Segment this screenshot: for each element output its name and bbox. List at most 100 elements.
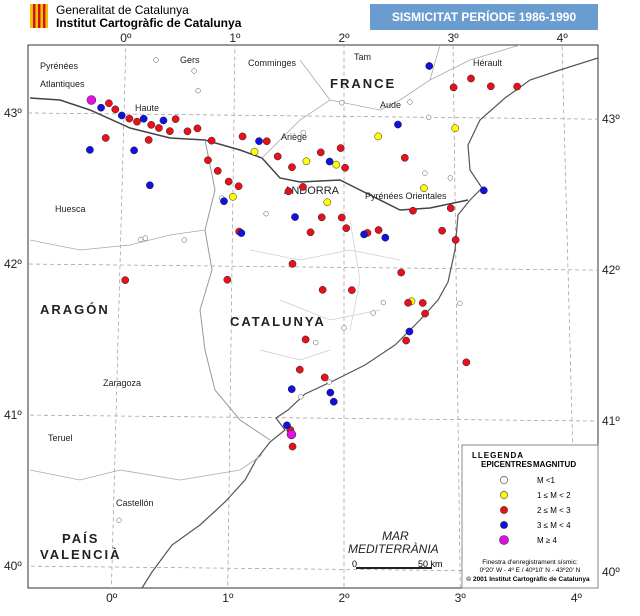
epicentre xyxy=(449,83,458,92)
epicentre xyxy=(374,226,383,234)
epicentre xyxy=(153,57,159,63)
region-label: ANDORRA xyxy=(284,185,340,197)
epicentre xyxy=(288,259,297,268)
epicentre xyxy=(224,177,233,186)
epicentre xyxy=(342,224,351,233)
epicentre xyxy=(317,213,326,222)
lon-tick-label: 2º xyxy=(338,591,350,605)
basemap xyxy=(29,45,598,588)
lat-tick-label: 42º xyxy=(602,263,620,277)
legend: M <1 1 ≤ M < 2 2 ≤ M < 3 3 ≤ M < 4 M ≥ 4 xyxy=(499,476,571,545)
epicentre xyxy=(291,213,299,221)
lon-tick-label: 3º xyxy=(448,31,460,45)
legend-header: EPICENTRES xyxy=(481,460,533,469)
epicentre xyxy=(295,365,304,374)
epicentre xyxy=(421,309,429,318)
org-name: Generalitat de Catalunya xyxy=(56,3,189,17)
epicentre xyxy=(313,339,319,346)
epicentre xyxy=(288,163,296,172)
epicentre xyxy=(133,117,141,126)
epicentre xyxy=(116,517,122,523)
epicentre xyxy=(467,74,475,83)
epicentre xyxy=(130,146,138,155)
copyright: © 2001 Institut Cartogràfic de Catalunya xyxy=(466,575,590,583)
epicentre xyxy=(326,388,335,397)
epicentre xyxy=(287,385,296,394)
epicentre xyxy=(117,111,126,120)
epicentre xyxy=(422,170,428,176)
lon-tick-label: 1º xyxy=(222,591,234,605)
epicentre xyxy=(348,286,356,294)
legend-swatch xyxy=(500,491,508,499)
lat-tick-label: 40º xyxy=(602,565,620,579)
epicentre xyxy=(273,152,282,161)
epicentre xyxy=(394,120,402,129)
title-box xyxy=(370,4,598,30)
sea-label: MAR xyxy=(382,529,409,543)
epicentre xyxy=(326,379,332,385)
epicentre xyxy=(447,175,454,181)
legend-label: 3 ≤ M < 4 xyxy=(537,521,571,530)
grid-line xyxy=(111,45,127,588)
epicentre xyxy=(462,358,471,367)
epicentre xyxy=(284,187,293,196)
epicentre xyxy=(255,137,263,145)
epicentre xyxy=(220,197,228,206)
epicentre xyxy=(360,230,368,239)
region-label: FRANCE xyxy=(330,76,396,91)
legend-swatch xyxy=(500,476,508,484)
epicentre xyxy=(404,298,412,307)
epicentre xyxy=(339,100,345,106)
epicentre xyxy=(336,144,345,152)
epicentre xyxy=(86,146,94,154)
region-label: CATALUNYA xyxy=(230,314,326,329)
place-label: Huesca xyxy=(55,204,86,214)
title: SISMICITAT PERÍODE 1986-1990 xyxy=(392,9,577,24)
lat-tick-label: 40º xyxy=(4,559,22,573)
legend-swatch xyxy=(500,521,508,529)
lat-tick-label: 41º xyxy=(602,414,620,428)
epicentre xyxy=(155,124,163,132)
epicentre xyxy=(144,136,153,144)
epicentre xyxy=(320,373,329,382)
lon-tick-label: 0º xyxy=(106,591,118,605)
lon-tick-label: 4º xyxy=(557,31,569,45)
grid-line xyxy=(28,414,598,422)
epicentre xyxy=(325,157,334,166)
place-label: Hérault xyxy=(473,58,503,68)
epicentre xyxy=(138,236,144,243)
epicentre xyxy=(300,129,306,136)
epicentre xyxy=(250,147,259,156)
footer-note: Finestra d'enregistrament sísmic: xyxy=(482,559,578,566)
lat-tick-label: 41º xyxy=(4,408,22,422)
epicentre xyxy=(159,116,168,125)
epicentre xyxy=(329,397,338,406)
epicentre xyxy=(407,99,413,105)
epicentre xyxy=(400,153,409,162)
lat-tick-label: 42º xyxy=(4,257,22,271)
lon-tick-label: 0º xyxy=(120,31,132,45)
epicentre xyxy=(397,268,406,277)
grid-line xyxy=(28,112,598,120)
epicentre xyxy=(451,236,460,244)
grid-line xyxy=(227,45,236,588)
epicentre xyxy=(193,124,202,133)
epicentre xyxy=(283,421,291,430)
epicentre xyxy=(142,235,148,241)
legend-swatch xyxy=(500,506,508,514)
place-label: Tam xyxy=(354,52,371,62)
region-label: ARAGÓN xyxy=(40,302,110,317)
epicentre xyxy=(341,325,347,331)
legend-header: MAGNITUD xyxy=(533,460,576,469)
epicentre xyxy=(191,68,197,74)
place-label: Pyrénées Orientales xyxy=(365,191,447,201)
lon-tick-label: 4º xyxy=(571,591,583,605)
epicentre xyxy=(299,183,307,191)
lon-tick-label: 1º xyxy=(229,31,241,45)
epicentre xyxy=(238,132,247,141)
epicentre xyxy=(146,181,154,190)
lat-tick-label: 43º xyxy=(4,106,22,120)
epicentre xyxy=(302,157,311,166)
epicentre xyxy=(323,198,332,207)
